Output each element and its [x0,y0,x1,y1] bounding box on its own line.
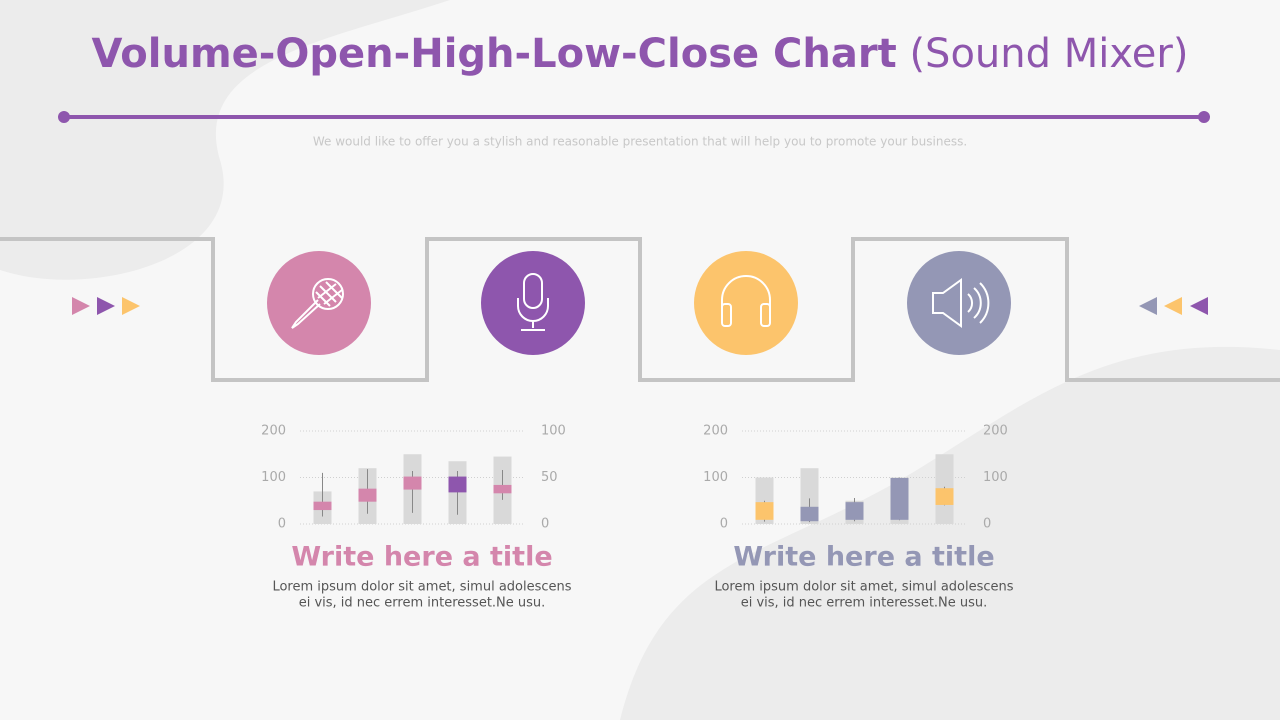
arrows-left [72,297,140,315]
y2-tick-label: 100 [983,470,1008,485]
title: Volume-Open-High-Low-Close Chart (Sound … [92,31,1189,77]
y-tick-label: 200 [703,424,728,439]
card-text: Lorem ipsum dolor sit amet, simul adoles… [272,580,571,595]
y2-tick-label: 0 [983,517,991,532]
candle-body [403,476,422,490]
bg-blob [0,0,450,280]
y2-tick-label: 50 [541,470,558,485]
y-tick-label: 200 [261,424,286,439]
bg-blob [620,346,1280,720]
candle-body [313,501,332,511]
y-tick-label: 100 [703,470,728,485]
candle-body [755,502,774,520]
card-text: ei vis, id nec errem interesset.Ne usu. [741,596,988,611]
title-main: Volume-Open-High-Low-Close Chart [92,31,897,77]
candle-body [845,502,864,520]
y2-tick-label: 200 [983,424,1008,439]
step-line [0,237,1280,382]
card-title: Write here a title [733,542,994,573]
candle-body [935,488,954,505]
y-tick-label: 0 [278,517,286,532]
y2-tick-label: 0 [541,517,549,532]
icons [267,251,1011,355]
card-text: Lorem ipsum dolor sit amet, simul adoles… [714,580,1013,595]
rule-dot [1198,111,1210,123]
title-suffix: (Sound Mixer) [909,31,1188,77]
candle-body [800,506,819,522]
arrows-right [1139,297,1208,315]
subtitle: We would like to offer you a stylish and… [313,135,967,149]
card-title: Write here a title [291,542,552,573]
card-text: ei vis, id nec errem interesset.Ne usu. [299,596,546,611]
y-tick-label: 0 [720,517,728,532]
candle-body [358,488,377,502]
y2-tick-label: 100 [541,424,566,439]
candle-body [493,484,512,494]
rule-dot [58,111,70,123]
y-tick-label: 100 [261,470,286,485]
candle-body [448,476,467,493]
candle-body [890,477,909,520]
